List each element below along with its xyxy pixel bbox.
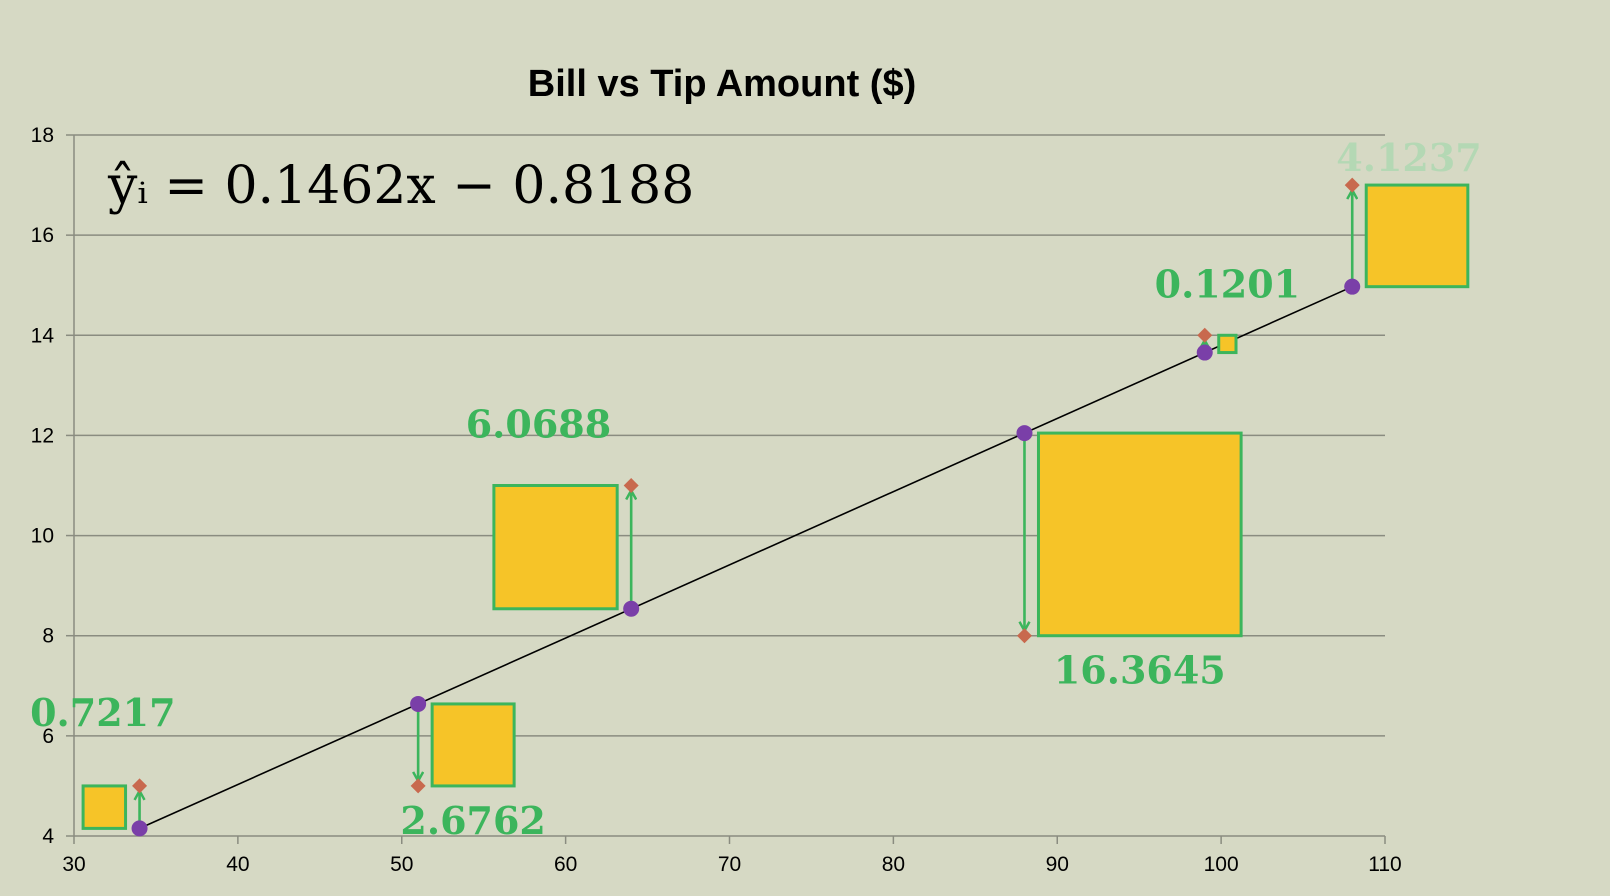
observed-point [1197,327,1213,343]
x-tick-label: 60 [554,853,577,876]
x-tick-label: 100 [1204,853,1239,876]
residual-label: 2.6762 [400,798,545,843]
x-tick-label: 50 [390,853,413,876]
y-tick-label: 12 [31,424,54,447]
residual-label: 6.0688 [466,402,611,447]
fitted-point [131,820,148,837]
x-tick-label: 40 [226,853,249,876]
residual-square [1217,333,1238,355]
squares-layer [81,183,1470,830]
y-tick-label: 8 [42,625,54,648]
observed-point [1344,177,1360,193]
labels-layer: 0.7217 2.6762 6.0688 16.3645 0.1201 4.1237 [30,135,1482,843]
residual-square [1364,183,1470,289]
y-tick-label: 14 [31,324,55,347]
x-tick-label: 110 [1368,853,1401,876]
y-tick-label: 16 [31,224,54,247]
points-layer [131,177,1361,837]
residual-square [492,484,619,611]
x-tick-label: 70 [718,853,741,876]
observed-point [1016,628,1032,644]
regression-equation: ŷᵢ = 0.1462x − 0.8188 [107,156,694,216]
y-tick-label: 18 [31,124,54,147]
fitted-point [410,695,427,712]
regression-layer [139,285,1353,830]
fitted-point [1196,344,1213,361]
regression-line [139,285,1353,830]
observed-point [410,778,426,794]
residual-label: 0.1201 [1155,261,1300,306]
fitted-point [1344,278,1361,295]
y-tick-label: 4 [42,825,54,848]
residual-label: 0.7217 [30,690,175,735]
grid-layer [74,134,1385,737]
observed-point [623,478,639,493]
chart-title: Bill vs Tip Amount ($) [528,63,916,105]
axis-layer: 4 6 8 10 12 14 16 18 30 40 50 60 70 80 90 100 110 [31,124,1402,876]
fitted-point [1016,425,1033,442]
residual-square [1036,431,1243,638]
x-tick-label: 90 [1046,853,1069,876]
y-tick-label: 6 [42,725,54,748]
residual-square [430,702,516,788]
observed-point [132,778,148,794]
residual-arrows-layer [140,190,1353,823]
fitted-point [623,600,640,617]
x-tick-label: 30 [62,853,85,876]
residual-label: 4.1237 [1336,135,1481,180]
residual-square [81,784,128,830]
residual-label: 16.3645 [1054,648,1226,693]
y-tick-label: 10 [31,525,54,548]
x-tick-label: 80 [882,853,905,876]
